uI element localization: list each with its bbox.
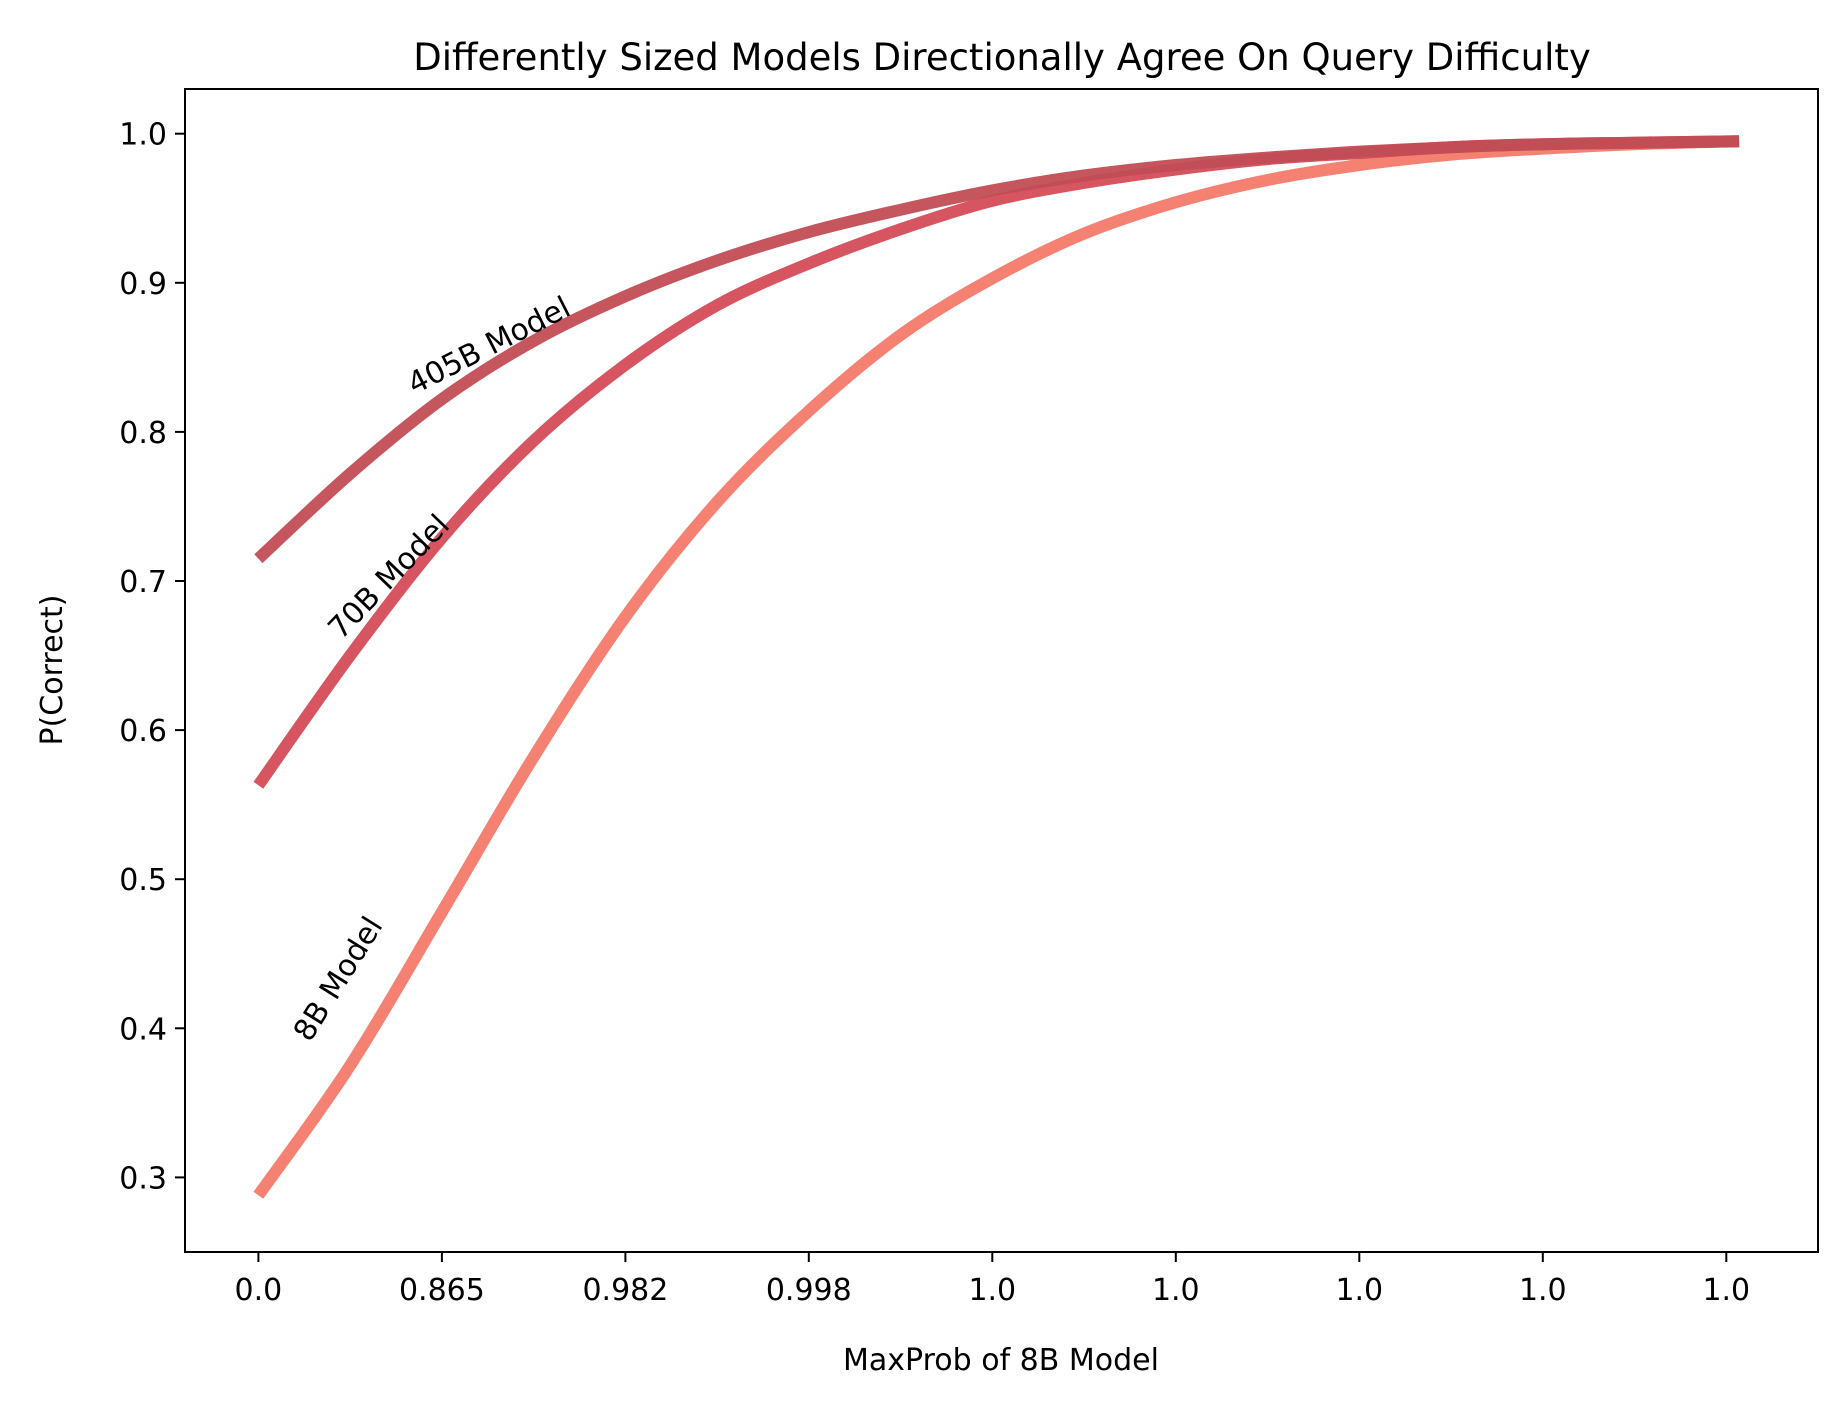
y-tick-label: 0.9: [119, 267, 167, 302]
x-axis-title: MaxProb of 8B Model: [843, 1343, 1159, 1378]
x-tick-label: 0.998: [766, 1273, 852, 1308]
y-tick-label: 0.8: [119, 416, 167, 451]
y-tick-label: 0.6: [119, 714, 167, 749]
x-tick-label: 0.982: [582, 1273, 668, 1308]
series-line-405b-model: [254, 135, 1740, 564]
x-tick-label: 1.0: [1152, 1273, 1200, 1308]
y-tick-label: 0.4: [119, 1012, 167, 1047]
y-tick-label: 0.5: [119, 863, 167, 898]
x-tick-label: 1.0: [1335, 1273, 1383, 1308]
x-tick-label: 1.0: [968, 1273, 1016, 1308]
series-line-8b-model: [253, 135, 1740, 1199]
x-tick-label: 1.0: [1702, 1273, 1750, 1308]
y-tick-label: 0.3: [119, 1161, 167, 1196]
x-tick-label: 1.0: [1519, 1273, 1567, 1308]
y-axis-title: P(Correct): [35, 595, 70, 746]
y-axis-ticks: 0.3 0.4 0.5 0.6 0.7 0.8 0.9 1.0: [119, 118, 185, 1196]
x-tick-label: 0.0: [235, 1273, 283, 1308]
y-tick-label: 0.7: [119, 565, 167, 600]
chart-title: Differently Sized Models Directionally A…: [413, 36, 1591, 79]
x-axis-ticks: 0.0 0.865 0.982 0.998 1.0 1.0 1.0 1.0 1.0: [235, 1252, 1750, 1308]
plot-frame: [184, 88, 1819, 1253]
y-tick-label: 1.0: [119, 118, 167, 153]
x-tick-label: 0.865: [399, 1273, 485, 1308]
series-lines: [253, 135, 1740, 1199]
